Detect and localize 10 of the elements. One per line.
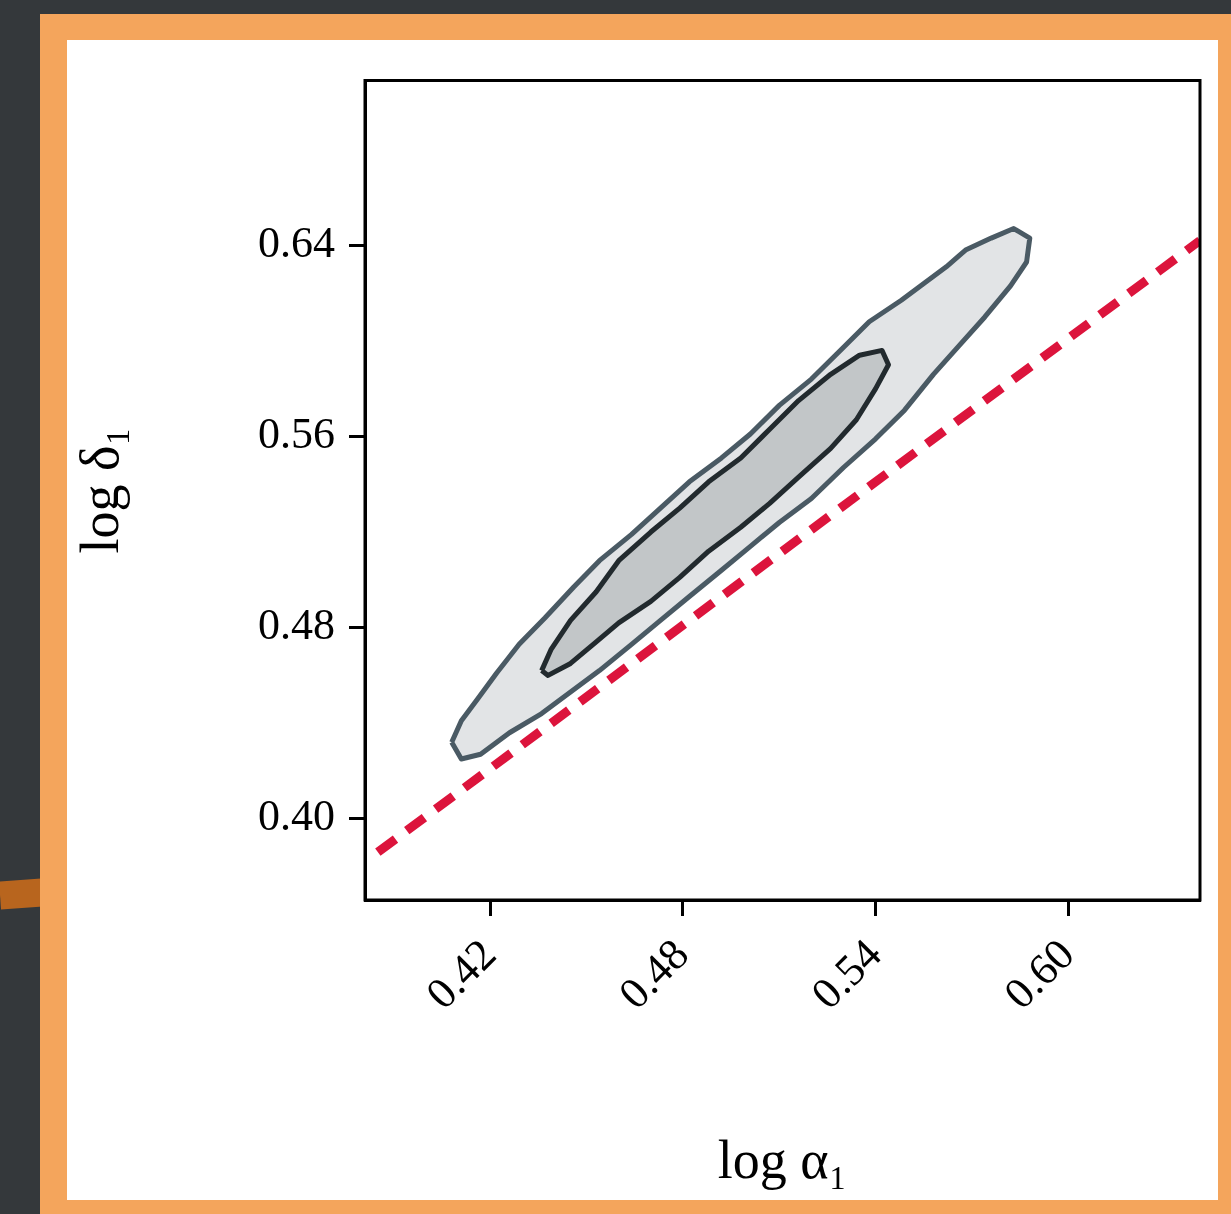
x-tick-label: 0.42 bbox=[416, 929, 506, 1019]
y-tick-label: 0.40 bbox=[258, 791, 335, 841]
x-axis-title: log α₁ bbox=[717, 1129, 848, 1190]
x-tick-label: 0.60 bbox=[994, 929, 1084, 1019]
y-tick-label: 0.48 bbox=[258, 600, 335, 650]
x-tick-label: 0.48 bbox=[609, 929, 699, 1019]
y-tick-label: 0.64 bbox=[258, 217, 335, 267]
x-tick-label: 0.54 bbox=[801, 929, 891, 1019]
y-axis-title: log δ₁ bbox=[69, 426, 130, 554]
y-tick-label: 0.56 bbox=[258, 409, 335, 458]
